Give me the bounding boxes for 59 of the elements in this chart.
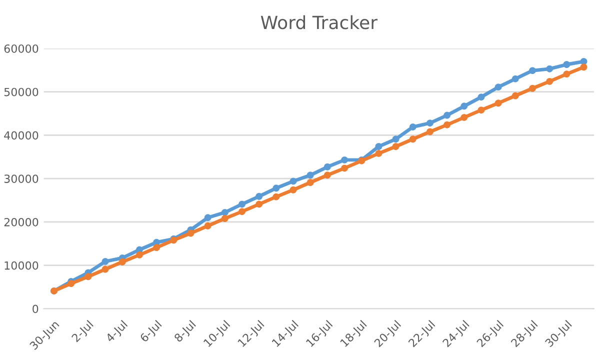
point bbox=[256, 200, 263, 208]
point bbox=[392, 136, 400, 143]
point bbox=[426, 128, 434, 136]
point bbox=[563, 70, 570, 78]
point bbox=[512, 75, 519, 82]
point bbox=[272, 184, 280, 192]
y-tick-label: 10000 bbox=[4, 261, 38, 270]
point bbox=[375, 143, 382, 150]
point bbox=[306, 172, 314, 179]
point bbox=[256, 192, 263, 200]
point bbox=[460, 114, 468, 121]
point bbox=[478, 94, 485, 101]
y-tick-label: 0 bbox=[32, 304, 38, 314]
point bbox=[444, 121, 451, 128]
point bbox=[306, 179, 314, 186]
point bbox=[478, 106, 485, 114]
point bbox=[204, 214, 212, 222]
point bbox=[529, 84, 536, 92]
y-tick-label: 40000 bbox=[4, 131, 38, 140]
point bbox=[238, 200, 246, 208]
chart-title: Word Tracker bbox=[260, 15, 378, 30]
point bbox=[272, 193, 280, 200]
point bbox=[409, 136, 416, 143]
point bbox=[324, 163, 331, 170]
point bbox=[494, 84, 502, 91]
point bbox=[494, 100, 502, 107]
point bbox=[136, 251, 143, 258]
y-tick-label: 30000 bbox=[4, 174, 38, 183]
point bbox=[238, 208, 246, 216]
point bbox=[153, 244, 160, 252]
point bbox=[221, 208, 228, 216]
point bbox=[204, 222, 212, 230]
point bbox=[512, 92, 519, 100]
point bbox=[102, 266, 109, 273]
point bbox=[290, 178, 297, 185]
point bbox=[444, 112, 451, 119]
y-tick-label: 60000 bbox=[4, 44, 38, 53]
point bbox=[118, 258, 126, 266]
point bbox=[563, 61, 570, 68]
point bbox=[375, 150, 382, 157]
point bbox=[341, 164, 348, 172]
point bbox=[426, 120, 434, 127]
point bbox=[409, 124, 416, 130]
point bbox=[324, 172, 331, 179]
point bbox=[546, 65, 554, 72]
point bbox=[341, 156, 348, 164]
point bbox=[84, 273, 92, 280]
point bbox=[221, 215, 228, 222]
point bbox=[460, 102, 468, 110]
y-tick-label: 20000 bbox=[4, 218, 38, 226]
y-tick-label: 50000 bbox=[4, 88, 38, 96]
point bbox=[546, 78, 554, 85]
point bbox=[392, 143, 400, 150]
point bbox=[102, 258, 109, 265]
point bbox=[580, 64, 588, 71]
point bbox=[68, 280, 75, 288]
point bbox=[187, 230, 194, 237]
point bbox=[529, 67, 536, 74]
point bbox=[290, 186, 297, 194]
